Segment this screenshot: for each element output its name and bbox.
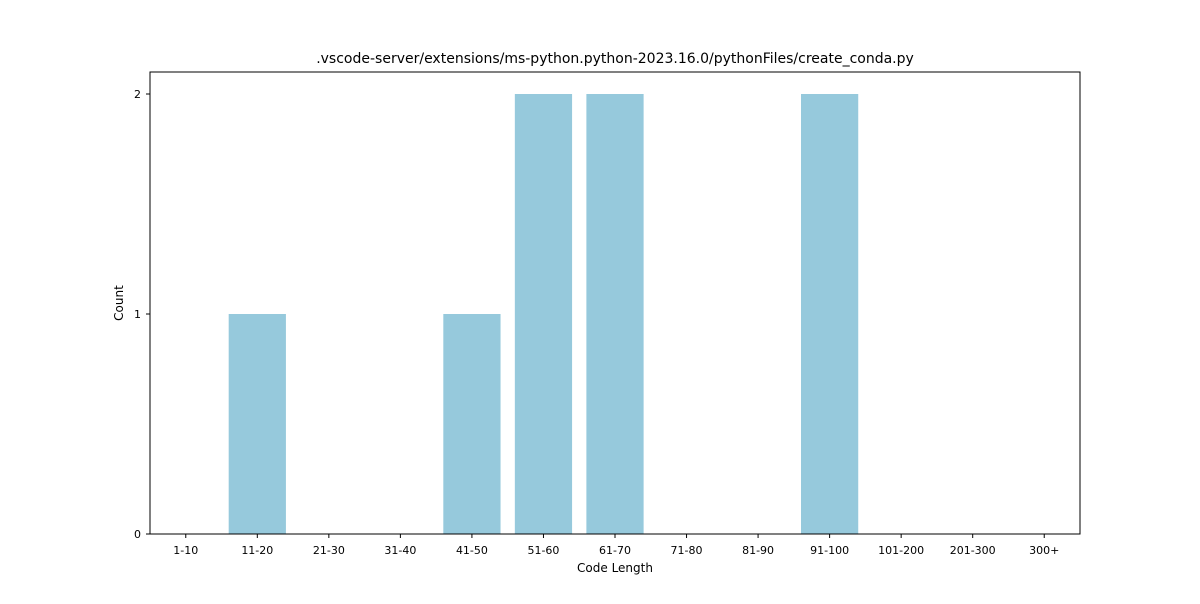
bar-11-20 (228, 314, 286, 534)
bars-layer (228, 94, 859, 534)
x-tick-label: 201-300 (950, 544, 996, 557)
x-tick-label: 81-90 (742, 544, 774, 557)
x-tick-label: 11-20 (241, 544, 273, 557)
y-tick-label: 0 (134, 528, 141, 541)
x-tick-label: 21-30 (313, 544, 345, 557)
x-tick-label: 71-80 (671, 544, 703, 557)
y-tick-label: 1 (134, 308, 141, 321)
y-axis-ticks: 0 1 2 (134, 88, 150, 541)
x-tick-label: 1-10 (173, 544, 198, 557)
y-tick-label: 2 (134, 88, 141, 101)
chart-title: .vscode-server/extensions/ms-python.pyth… (316, 51, 914, 67)
x-tick-label: 101-200 (878, 544, 924, 557)
x-axis-ticks: 1-10 11-20 21-30 31-40 41-50 51-60 61-70 71-80 8… (173, 534, 1059, 557)
plot-frame (149, 71, 1081, 535)
x-tick-label: 51-60 (527, 544, 559, 557)
bar-61-70 (586, 94, 644, 534)
x-tick-label: 31-40 (384, 544, 416, 557)
bar-51-60 (514, 94, 573, 534)
x-tick-label: 300+ (1029, 544, 1059, 557)
x-axis-label: Code Length (577, 561, 653, 575)
bar-91-100 (801, 94, 859, 534)
x-tick-label: 91-100 (810, 544, 849, 557)
bar-41-50 (443, 314, 501, 534)
x-tick-label: 41-50 (456, 544, 488, 557)
y-axis-label: Count (112, 285, 126, 321)
x-tick-label: 61-70 (599, 544, 631, 557)
